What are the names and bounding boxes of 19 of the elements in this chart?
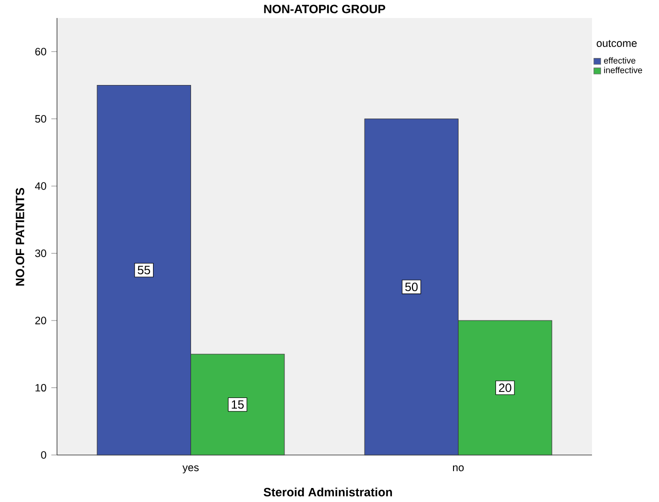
legend-label: effective [604, 57, 636, 64]
x-axis-title: Steroid Administration [264, 488, 392, 496]
data-label: 55 [138, 266, 150, 274]
y-tick-label: 40 [34, 182, 46, 190]
y-tick-label: 30 [35, 250, 46, 258]
legend-label: ineffective [604, 66, 642, 74]
legend-title: outcome [596, 40, 637, 47]
y-tick-label: 0 [41, 451, 46, 459]
data-label: 15 [232, 400, 244, 409]
y-tick-label: 10 [36, 384, 46, 392]
y-tick-label: 20 [35, 316, 46, 324]
x-tick-label: yes [182, 465, 199, 474]
data-label: 20 [499, 384, 512, 392]
y-axis-title: NO.OF PATIENTS [16, 188, 24, 286]
y-tick-label: 60 [35, 48, 46, 56]
y-tick-label: 50 [35, 115, 46, 123]
data-label: 50 [405, 282, 418, 292]
x-tick-label: no [453, 465, 464, 472]
chart-title: NON-ATOPIC GROUP [264, 4, 386, 14]
